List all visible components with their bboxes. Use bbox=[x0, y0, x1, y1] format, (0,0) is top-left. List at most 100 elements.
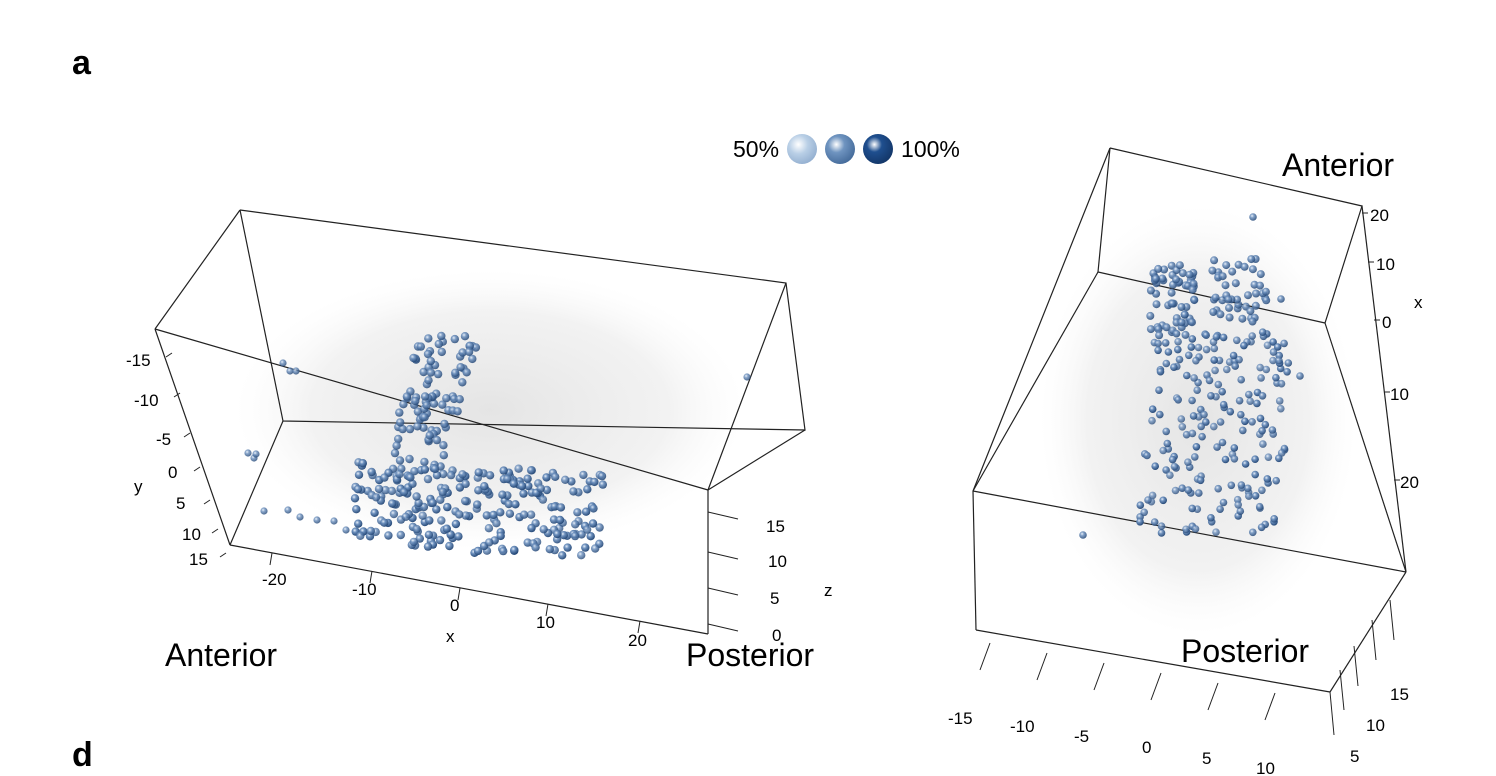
data-point bbox=[1280, 339, 1288, 348]
data-point bbox=[446, 470, 456, 480]
data-point bbox=[589, 504, 598, 513]
data-point bbox=[1237, 375, 1245, 384]
data-point bbox=[1251, 301, 1260, 310]
data-point bbox=[390, 448, 400, 458]
data-point bbox=[1182, 525, 1190, 534]
data-point bbox=[1162, 427, 1170, 436]
top-x-tick-label: 10 bbox=[1390, 385, 1409, 404]
top-bottom-tick-label: 10 bbox=[1256, 759, 1275, 776]
data-point bbox=[458, 348, 467, 357]
data-point bbox=[1178, 269, 1187, 278]
data-point bbox=[395, 456, 405, 465]
data-point bbox=[409, 537, 418, 547]
data-point bbox=[1212, 528, 1220, 536]
legend-ball-medium bbox=[825, 134, 856, 164]
data-point bbox=[1247, 255, 1256, 264]
lateral-y-tick-label: -15 bbox=[126, 351, 151, 370]
data-point bbox=[577, 530, 586, 539]
data-point bbox=[1202, 345, 1211, 354]
data-point bbox=[519, 510, 529, 519]
data-point bbox=[1269, 338, 1277, 346]
lateral-point-cloud bbox=[244, 331, 751, 560]
data-point bbox=[455, 510, 464, 519]
data-point bbox=[1189, 412, 1198, 420]
data-point bbox=[1162, 323, 1171, 332]
lateral-x-tick-label: -10 bbox=[352, 580, 377, 599]
data-point bbox=[1171, 486, 1180, 495]
data-point bbox=[367, 467, 376, 477]
data-point bbox=[440, 419, 449, 429]
data-point bbox=[416, 342, 425, 351]
data-point bbox=[353, 485, 363, 494]
data-point bbox=[1198, 432, 1206, 441]
data-point bbox=[563, 543, 572, 552]
data-point bbox=[461, 511, 470, 520]
top-x-tick-label: 20 bbox=[1370, 206, 1389, 225]
data-point bbox=[531, 543, 540, 552]
data-point bbox=[394, 434, 403, 444]
data-point bbox=[439, 451, 448, 460]
data-point bbox=[423, 474, 433, 484]
data-point bbox=[538, 495, 548, 504]
data-point bbox=[420, 392, 430, 401]
data-point bbox=[1268, 426, 1277, 434]
data-point bbox=[550, 502, 559, 511]
lateral-z-tick-label: 15 bbox=[766, 517, 785, 536]
data-point bbox=[1188, 429, 1197, 438]
data-point bbox=[473, 500, 482, 509]
data-point bbox=[1296, 372, 1304, 380]
data-point bbox=[1148, 405, 1157, 414]
data-point bbox=[1188, 285, 1197, 294]
data-point bbox=[1185, 351, 1193, 360]
data-point bbox=[462, 368, 471, 377]
data-point bbox=[396, 530, 405, 540]
data-point bbox=[1155, 331, 1164, 340]
data-point bbox=[1175, 355, 1184, 364]
data-point bbox=[1178, 484, 1186, 493]
data-point bbox=[1221, 281, 1230, 290]
data-point bbox=[1248, 317, 1257, 326]
data-point bbox=[1187, 343, 1196, 351]
top-view-plot: 20 10 0 10 20 x -15 -10 -5 0 5 10 bbox=[948, 147, 1423, 776]
data-point bbox=[1196, 476, 1205, 485]
data-point bbox=[581, 507, 591, 516]
data-point bbox=[558, 551, 567, 560]
data-point bbox=[461, 496, 470, 506]
data-point bbox=[1218, 272, 1227, 281]
data-point bbox=[1170, 462, 1179, 471]
data-point bbox=[549, 515, 559, 524]
data-point bbox=[1177, 415, 1186, 423]
data-point bbox=[1248, 418, 1256, 426]
data-point bbox=[460, 332, 470, 341]
data-point bbox=[356, 531, 365, 540]
data-point bbox=[1225, 303, 1233, 312]
data-point bbox=[380, 473, 389, 482]
data-point bbox=[1235, 355, 1243, 364]
data-point bbox=[1245, 492, 1253, 500]
data-point bbox=[1181, 330, 1190, 339]
data-point bbox=[464, 347, 474, 356]
top-bottom-tick-label: -5 bbox=[1074, 727, 1089, 746]
data-point bbox=[422, 401, 431, 410]
data-point bbox=[1277, 404, 1285, 413]
data-point bbox=[1229, 351, 1238, 360]
data-point bbox=[1270, 515, 1278, 523]
lateral-y-axis: -15 -10 -5 0 5 10 15 y bbox=[126, 351, 227, 569]
data-point bbox=[1275, 356, 1283, 365]
data-point bbox=[395, 469, 404, 479]
data-point bbox=[413, 407, 423, 416]
top-x-tick-label: 10 bbox=[1376, 255, 1395, 274]
data-point bbox=[1251, 470, 1259, 479]
data-point bbox=[1168, 455, 1177, 464]
data-point bbox=[366, 526, 375, 536]
data-point bbox=[437, 516, 446, 525]
data-point bbox=[1212, 333, 1221, 341]
data-point bbox=[1144, 496, 1152, 504]
data-point bbox=[1246, 397, 1254, 406]
data-point bbox=[1174, 345, 1182, 354]
data-point bbox=[583, 485, 592, 494]
data-point bbox=[458, 378, 467, 387]
data-point bbox=[1262, 296, 1271, 305]
data-point bbox=[412, 492, 421, 501]
